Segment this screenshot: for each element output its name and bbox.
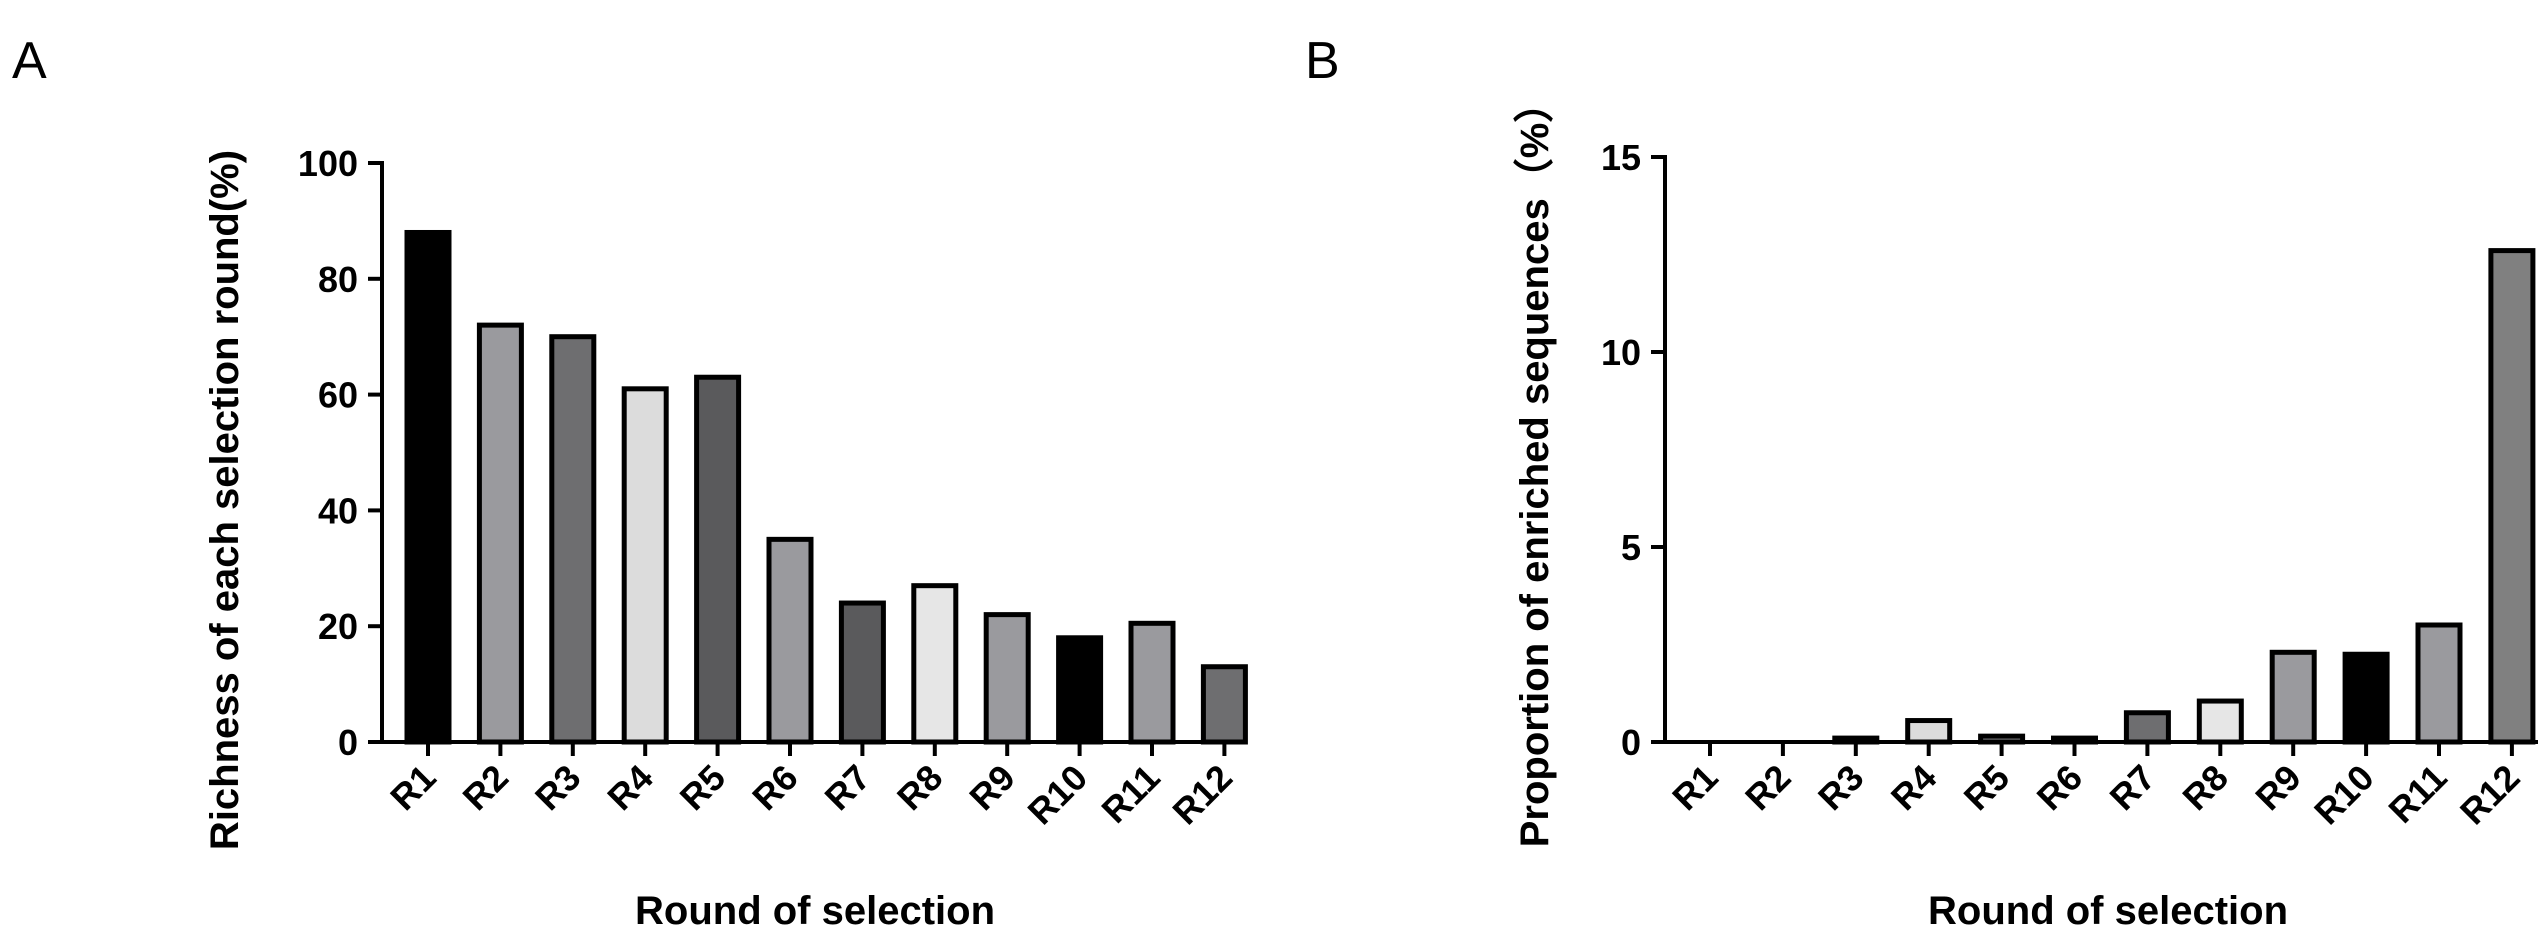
- x-tick-label-r7: R7: [817, 757, 879, 819]
- bar-r11: [2415, 622, 2463, 745]
- panel-a-y-axis-title: Richness of each selection round(%): [203, 150, 247, 850]
- bar-r2: [476, 322, 524, 745]
- bar-r7: [838, 600, 886, 745]
- x-tick-label-r11: R11: [1093, 757, 1167, 831]
- panel-b-y-tick-labels: 0 5 10 15: [1601, 137, 1641, 763]
- y-tick-label: 20: [318, 606, 358, 647]
- bar-r4: [621, 386, 669, 745]
- x-tick-label-r12: R12: [1164, 757, 1240, 833]
- y-tick-label: 0: [338, 722, 358, 763]
- bar-r9: [2269, 649, 2317, 745]
- x-tick-label-r9: R9: [2247, 757, 2309, 819]
- x-tick-label-r10: R10: [2306, 757, 2382, 833]
- x-tick-label-r6: R6: [744, 757, 806, 819]
- panel-a-x-axis-title: Round of selection: [635, 889, 995, 933]
- bar-r8: [2196, 698, 2244, 745]
- x-tick-label-r11: R11: [2380, 757, 2454, 831]
- y-tick-label: 5: [1621, 527, 1641, 568]
- y-tick-label: 80: [318, 259, 358, 300]
- x-tick-label-r10: R10: [1020, 757, 1096, 833]
- panel-a-y-tick-labels: 0 20 40 60 80 100: [298, 143, 358, 763]
- panel-a-bars: [404, 229, 1248, 745]
- panel-b-y-axis-title: Proportion of enriched sequences（%）: [1513, 83, 1557, 848]
- y-tick-label: 0: [1621, 722, 1641, 763]
- y-tick-label: 100: [298, 143, 358, 184]
- x-tick-label-r3: R3: [527, 757, 589, 819]
- x-tick-label-r5: R5: [672, 757, 734, 819]
- y-tick-label: 60: [318, 375, 358, 416]
- x-tick-label-r2: R2: [455, 757, 517, 819]
- x-tick-label-r3: R3: [1810, 757, 1872, 819]
- panel-a-axes: [368, 161, 1245, 756]
- panel-a-letter: A: [12, 32, 47, 90]
- bar-r1: [404, 229, 452, 745]
- bar-r9: [983, 612, 1031, 745]
- x-tick-label-r8: R8: [889, 757, 951, 819]
- x-tick-label-r2: R2: [1737, 757, 1799, 819]
- x-tick-label-r6: R6: [2029, 757, 2091, 819]
- bar-r12: [2488, 248, 2536, 745]
- y-tick-label: 40: [318, 490, 358, 531]
- x-tick-label-r4: R4: [1883, 757, 1945, 819]
- y-tick-label: 15: [1601, 137, 1641, 178]
- x-tick-label-r8: R8: [2174, 757, 2236, 819]
- bar-r7: [2123, 710, 2171, 745]
- x-tick-label-r12: R12: [2452, 757, 2528, 833]
- bar-r10: [1056, 635, 1104, 745]
- y-tick-label: 10: [1601, 332, 1641, 373]
- x-tick-label-r9: R9: [961, 757, 1023, 819]
- bar-r12: [1200, 664, 1248, 745]
- x-tick-label-r1: R1: [382, 757, 444, 819]
- bar-r8: [911, 583, 959, 745]
- panel-b-bars: [1832, 248, 2536, 745]
- panel-b-letter: B: [1305, 32, 1340, 90]
- bar-r3: [549, 334, 597, 745]
- bar-r11: [1128, 620, 1176, 745]
- bar-r4: [1905, 718, 1953, 745]
- panel-b-axes: [1651, 155, 2538, 756]
- x-tick-label-r5: R5: [1956, 757, 2018, 819]
- x-tick-label-r1: R1: [1664, 757, 1726, 819]
- x-tick-label-r7: R7: [2102, 757, 2164, 819]
- bar-r10: [2342, 651, 2390, 745]
- x-tick-label-r4: R4: [599, 757, 661, 819]
- bar-r5: [694, 374, 742, 745]
- bar-r6: [766, 536, 814, 745]
- panel-b-x-axis-title: Round of selection: [1928, 889, 2288, 933]
